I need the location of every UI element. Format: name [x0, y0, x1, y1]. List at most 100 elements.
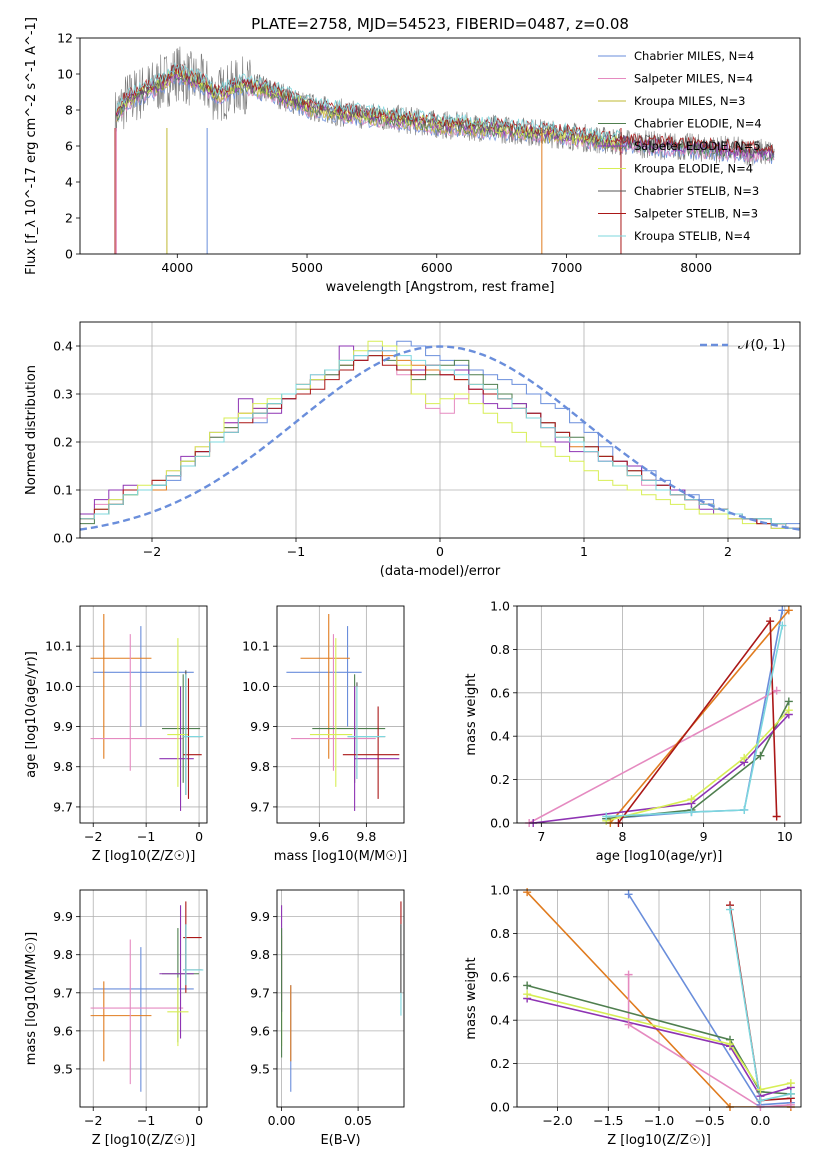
- x-tick-label: −2: [143, 544, 161, 559]
- x-tick-label: −1: [137, 829, 155, 844]
- y-tick-label: 0.0: [53, 531, 73, 546]
- weight-marker: [624, 890, 633, 899]
- weight-marker: [756, 1096, 765, 1105]
- normal-curve: [80, 345, 800, 531]
- x-axis-label: mass [log10(M/M☉)]: [274, 849, 407, 864]
- weight-marker: [523, 981, 532, 990]
- y-tick-label: 0.6: [490, 969, 510, 984]
- weight-marker: [784, 697, 793, 706]
- x-axis-label: age [log10(age/yr)]: [596, 849, 723, 864]
- y-tick-label: 12: [57, 31, 73, 46]
- weight-marker: [756, 1085, 765, 1094]
- axes-frame: [79, 321, 801, 539]
- axes-frame: [276, 889, 405, 1108]
- axes-frame: [79, 37, 801, 255]
- chart-age_vs_Z: −2 −1 0 9.7 9.8 9.9 10.0 10.1 Z [log10(Z/Z☉)] age…: [24, 605, 208, 864]
- x-tick-label: 6000: [421, 260, 453, 275]
- x-tick-label: 0.05: [344, 1113, 372, 1128]
- y-tick-label: 4: [65, 175, 73, 190]
- weight-marker: [687, 795, 696, 804]
- x-tick-label: −2: [84, 829, 102, 844]
- weight-line: [606, 709, 790, 822]
- x-tick-label: 4000: [161, 260, 193, 275]
- y-tick-label: 9.5: [53, 1061, 73, 1076]
- y-tick-label: 10.1: [45, 639, 73, 654]
- axes-frame: [516, 889, 802, 1108]
- y-tick-label: 0.0: [490, 1100, 510, 1115]
- legend-label: Chabrier MILES, N=4: [634, 49, 754, 63]
- x-tick-label: 2: [724, 544, 732, 559]
- y-tick-label: 0.2: [490, 1056, 510, 1071]
- y-axis-label: mass [log10(M/M☉)]: [24, 932, 39, 1065]
- x-tick-label: 7: [537, 829, 545, 844]
- axes-frame: [79, 605, 208, 824]
- y-tick-label: 0.3: [53, 387, 73, 402]
- y-tick-label: 9.9: [53, 909, 73, 924]
- y-tick-label: 0.6: [490, 685, 510, 700]
- y-tick-label: 9.7: [53, 985, 73, 1000]
- legend-label: Chabrier ELODIE, N=4: [634, 117, 762, 131]
- x-tick-label: 0: [195, 1113, 203, 1128]
- chart-mass_vs_ebv: 0.00 0.05 9.5 9.6 9.7 9.8 9.9 E(B-V): [250, 889, 405, 1148]
- chart-mass_vs_Z: −2 −1 0 9.5 9.6 9.7 9.8 9.9 Z [log10(Z/Z☉)] mass …: [24, 889, 208, 1148]
- weight-line: [526, 993, 792, 1091]
- weight-marker: [756, 751, 765, 760]
- legend-label: Salpeter MILES, N=4: [634, 72, 753, 86]
- x-tick-label: −1: [287, 544, 305, 559]
- x-axis-label: Z [log10(Z/Z☉)]: [607, 1133, 711, 1148]
- y-tick-label: 9.9: [53, 719, 73, 734]
- plot-area: [286, 614, 400, 811]
- y-axis-label: mass weight: [464, 673, 479, 755]
- y-tick-label: 0.1: [53, 483, 73, 498]
- chart-residuals: −2 −1 0 1 2 0.0 0.1 0.2 0.3 0.4 𝒩(0, 1) (data-model…: [24, 321, 801, 579]
- x-tick-label: −1.5: [593, 1113, 623, 1128]
- plot-area: [90, 901, 204, 1092]
- weight-marker: [523, 888, 532, 897]
- plot-area: [90, 614, 204, 811]
- plot-area: [528, 609, 790, 823]
- y-tick-label: 10: [57, 67, 73, 82]
- legend-label: Chabrier STELIB, N=3: [634, 184, 759, 198]
- y-tick-label: 9.9: [250, 909, 270, 924]
- x-tick-label: 7000: [551, 260, 583, 275]
- x-axis-label: wavelength [Angstrom, rest frame]: [326, 280, 555, 295]
- y-tick-label: 9.8: [250, 947, 270, 962]
- weight-line: [526, 891, 791, 1107]
- x-tick-label: −1: [137, 1113, 155, 1128]
- legend-label: Kroupa ELODIE, N=4: [634, 162, 753, 176]
- y-tick-label: 10.1: [242, 639, 270, 654]
- y-axis-label: Normed distribution: [24, 365, 39, 495]
- weight-line: [606, 610, 784, 820]
- weight-marker: [786, 1079, 795, 1088]
- y-tick-label: 0.2: [53, 435, 73, 450]
- y-tick-label: 9.8: [250, 759, 270, 774]
- y-tick-label: 0.4: [53, 339, 73, 354]
- weight-marker: [786, 1089, 795, 1098]
- x-axis-label: Z [log10(Z/Z☉)]: [92, 849, 196, 864]
- y-tick-label: 0: [65, 247, 73, 262]
- figure-title: PLATE=2758, MJD=54523, FIBERID=0487, z=0…: [251, 15, 629, 33]
- weight-marker: [740, 805, 749, 814]
- model-line: [116, 69, 622, 146]
- y-tick-label: 1.0: [490, 599, 510, 614]
- weight-line: [606, 625, 784, 818]
- weight-marker: [687, 808, 696, 817]
- legend-label: Salpeter ELODIE, N=5: [634, 139, 761, 153]
- x-tick-label: 8: [619, 829, 627, 844]
- legend-label: Salpeter STELIB, N=3: [634, 207, 758, 221]
- chart-age_vs_mass: 9.6 9.8 9.7 9.8 9.9 10.0 10.1 mass [log10(M/M☉)…: [242, 605, 407, 864]
- y-axis-label: mass weight: [464, 957, 479, 1039]
- weight-marker: [766, 617, 775, 626]
- x-tick-label: −0.5: [695, 1113, 725, 1128]
- axes-frame: [79, 889, 208, 1108]
- x-axis-label: (data-model)/error: [380, 564, 501, 579]
- y-tick-label: 1.0: [490, 883, 510, 898]
- x-tick-label: 1: [580, 544, 588, 559]
- model-line: [115, 72, 775, 163]
- plot-area: [526, 891, 792, 1107]
- y-tick-label: 0.0: [490, 816, 510, 831]
- y-axis-label: age [log10(age/yr)]: [24, 651, 39, 778]
- legend-label: Kroupa MILES, N=3: [634, 94, 746, 108]
- model-line: [116, 70, 622, 151]
